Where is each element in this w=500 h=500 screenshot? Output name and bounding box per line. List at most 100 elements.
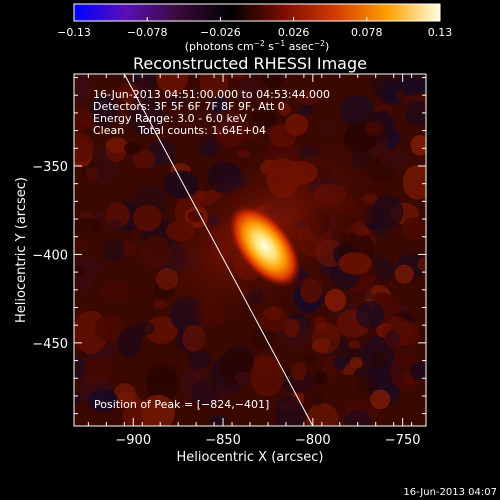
noise-blob bbox=[410, 361, 426, 381]
noise-blob bbox=[105, 141, 127, 163]
noise-blob bbox=[364, 121, 384, 136]
source-core bbox=[228, 205, 301, 288]
x-tick-label: −750 bbox=[385, 433, 421, 448]
energy-range-label: Energy Range: 3.0 - 6.0 keV bbox=[93, 112, 247, 125]
colorbar-tick-labels: −0.13 −0.078 −0.026 0.026 0.078 0.13 bbox=[57, 26, 452, 39]
noise-blob bbox=[74, 265, 86, 277]
noise-blob bbox=[401, 79, 417, 97]
noise-blob bbox=[117, 328, 142, 358]
solar-limb-line bbox=[123, 74, 314, 426]
noise-blob bbox=[370, 352, 388, 369]
noise-blob bbox=[92, 95, 115, 121]
y-tick-label: −400 bbox=[32, 248, 68, 263]
noise-blob bbox=[148, 139, 176, 166]
noise-blob bbox=[338, 252, 372, 275]
noise-blob bbox=[114, 382, 136, 404]
noise-blob bbox=[250, 108, 277, 129]
noise-blob bbox=[372, 194, 404, 229]
noise-blob bbox=[234, 371, 252, 384]
noise-blob bbox=[87, 388, 119, 413]
y-axis-ticks: −350 −400 −450 bbox=[32, 77, 426, 415]
noise-blob bbox=[145, 74, 159, 86]
noise-blob bbox=[304, 352, 317, 366]
noise-blob bbox=[411, 184, 426, 199]
noise-blob bbox=[209, 415, 228, 426]
colorbar-ticks bbox=[73, 17, 441, 21]
clean-counts-label: Clean Total counts: 1.64E+04 bbox=[93, 124, 266, 137]
noise-blob bbox=[191, 379, 219, 408]
x-axis-ticks: −900 −850 −800 −750 bbox=[87, 74, 421, 448]
noise-blob bbox=[313, 371, 328, 385]
noise-blob bbox=[296, 89, 320, 106]
noise-blob bbox=[199, 74, 229, 98]
noise-blob bbox=[405, 101, 426, 127]
colorbar bbox=[73, 3, 441, 22]
noise-blob bbox=[261, 74, 284, 88]
noise-blob bbox=[416, 81, 426, 93]
noise-blob bbox=[99, 281, 130, 301]
noise-blob bbox=[340, 95, 375, 127]
noise-blob bbox=[291, 362, 307, 381]
noise-blob bbox=[144, 316, 178, 345]
noise-blob bbox=[163, 170, 199, 199]
noise-blob bbox=[186, 350, 212, 369]
noise-blob bbox=[146, 367, 180, 401]
noise-blob bbox=[124, 141, 142, 155]
x-axis-label: Heliocentric X (arcsec) bbox=[177, 450, 324, 465]
noise-blob bbox=[348, 340, 361, 350]
noise-blob bbox=[277, 102, 291, 116]
noise-blob bbox=[74, 237, 84, 257]
noise-blob bbox=[274, 395, 306, 426]
noise-blob bbox=[74, 74, 91, 106]
noise-blob bbox=[116, 83, 141, 103]
noise-blob bbox=[349, 357, 363, 369]
noise-blob bbox=[196, 134, 223, 159]
noise-blob bbox=[306, 403, 339, 426]
noise-blob bbox=[356, 376, 379, 393]
noise-blob bbox=[107, 219, 122, 229]
y-tick-label: −450 bbox=[32, 337, 68, 352]
noise-blob bbox=[238, 80, 262, 101]
colorbar-tick-label: 0.078 bbox=[351, 26, 383, 39]
noise-blob bbox=[257, 308, 290, 332]
colorbar-tick-label: 0.13 bbox=[428, 26, 453, 39]
noise-blob bbox=[402, 217, 426, 241]
noise-blob bbox=[132, 204, 162, 232]
noise-blob bbox=[345, 409, 372, 426]
noise-blob bbox=[135, 321, 155, 336]
time-range-label: 16-Jun-2013 04:51:00.000 to 04:53:44.000 bbox=[93, 88, 330, 101]
noise-blob bbox=[156, 74, 188, 95]
noise-blob bbox=[182, 324, 206, 352]
noise-blob bbox=[213, 111, 248, 148]
noise-blob bbox=[311, 392, 324, 407]
noise-blob bbox=[333, 356, 348, 371]
noise-blob bbox=[355, 300, 385, 329]
noise-blob bbox=[86, 167, 99, 182]
noise-blob bbox=[249, 357, 284, 397]
colorbar-tick-label: −0.078 bbox=[127, 26, 168, 39]
x-tick-label: −800 bbox=[295, 433, 331, 448]
noise-blob bbox=[371, 253, 388, 269]
noise-blob bbox=[74, 132, 94, 163]
noise-blob bbox=[369, 74, 400, 99]
noise-blob bbox=[384, 330, 401, 348]
noise-blob bbox=[83, 356, 112, 384]
detectors-label: Detectors: 3F 5F 6F 7F 8F 9F, Att 0 bbox=[93, 100, 285, 113]
noise-blob bbox=[370, 389, 391, 410]
noise-blob bbox=[298, 104, 315, 116]
timestamp: 16-Jun-2013 04:07 bbox=[403, 487, 497, 498]
noise-blob bbox=[380, 151, 408, 169]
noise-blob bbox=[167, 95, 186, 109]
x-tick-label: −850 bbox=[205, 433, 241, 448]
noise-blob bbox=[358, 288, 373, 300]
noise-blob bbox=[394, 264, 415, 284]
chart-title: Reconstructed RHESSI Image bbox=[133, 54, 367, 73]
noise-blob bbox=[75, 277, 94, 291]
colorbar-units: (photons cm−2 s−1 asec−2) bbox=[185, 39, 330, 53]
x-tick-label: −900 bbox=[115, 433, 151, 448]
heatmap-image bbox=[74, 74, 426, 426]
noise-blob bbox=[417, 257, 426, 272]
noise-blob bbox=[132, 149, 156, 169]
noise-blob bbox=[324, 288, 347, 312]
noise-blob bbox=[122, 399, 157, 426]
